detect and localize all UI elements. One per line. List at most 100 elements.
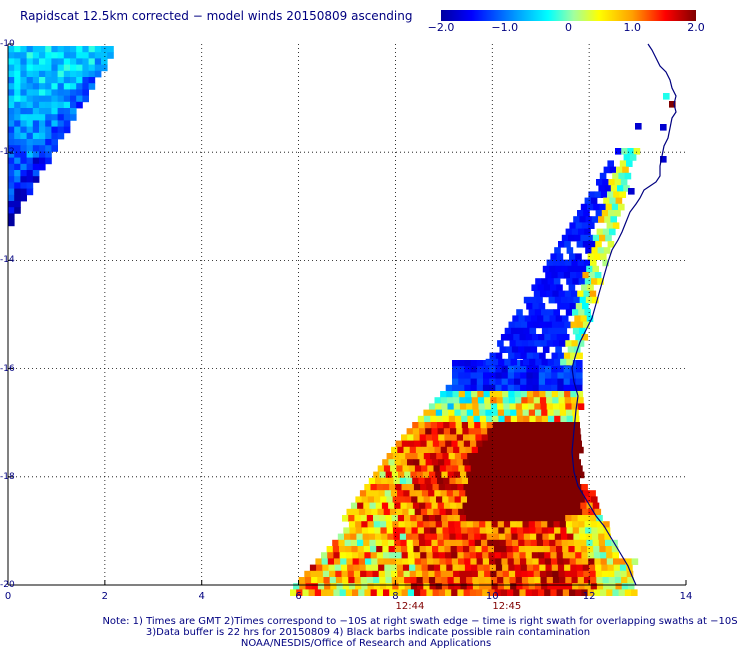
wind-cell <box>525 546 532 553</box>
wind-cell <box>76 58 83 65</box>
wind-cell <box>574 546 582 553</box>
wind-cell <box>472 521 480 528</box>
wind-cell <box>26 163 34 171</box>
wind-cell <box>363 546 371 553</box>
wind-cell <box>348 521 356 528</box>
wind-cell <box>457 552 464 559</box>
wind-cell <box>550 284 557 291</box>
wind-cell <box>440 391 447 398</box>
wind-cell <box>430 477 438 485</box>
wind-cell <box>563 384 571 392</box>
wind-cell <box>512 434 520 441</box>
wind-cell <box>495 384 502 392</box>
wind-cell <box>357 502 364 510</box>
wind-cell <box>541 583 548 590</box>
wind-cell <box>557 272 565 279</box>
wind-cell <box>424 533 432 541</box>
wind-cell <box>501 508 509 516</box>
wind-cell <box>383 558 391 565</box>
wind-cell <box>545 465 552 472</box>
wind-cell <box>542 265 550 273</box>
wind-cell <box>551 352 559 360</box>
wind-cell <box>366 490 373 497</box>
wind-cell <box>39 151 46 158</box>
wind-cell <box>8 64 15 72</box>
wind-cell <box>70 52 77 59</box>
wind-cell <box>8 58 15 65</box>
wind-cell <box>76 70 83 78</box>
wind-cell <box>518 502 525 510</box>
wind-cell <box>580 546 588 553</box>
wind-cell <box>463 440 471 448</box>
wind-cell <box>39 139 46 146</box>
wind-cell <box>563 440 570 448</box>
wind-cell <box>469 546 476 553</box>
wind-cell <box>592 265 599 273</box>
wind-cell <box>614 179 622 186</box>
wind-cell <box>368 477 376 485</box>
wind-cell <box>458 508 465 516</box>
wind-cell <box>574 428 581 435</box>
wind-cell <box>538 589 545 596</box>
wind-cell <box>436 415 443 423</box>
wind-cell <box>545 272 552 279</box>
wind-cell <box>521 340 529 347</box>
wind-cell <box>606 589 613 596</box>
wind-cell <box>515 515 523 522</box>
wind-cell <box>568 484 576 491</box>
wind-cell <box>408 508 416 516</box>
wind-cell <box>39 101 46 109</box>
wind-cell <box>574 502 581 510</box>
wind-cell <box>547 309 554 316</box>
wind-cell <box>564 564 571 572</box>
wind-cell <box>420 558 428 565</box>
wind-cell <box>515 446 522 454</box>
wind-cell <box>8 145 15 152</box>
wind-cell <box>578 309 585 316</box>
wind-cell <box>449 477 456 485</box>
wind-cell <box>629 154 637 161</box>
wind-cell <box>541 309 548 316</box>
wind-cell <box>541 521 548 528</box>
wind-cell <box>478 577 486 584</box>
wind-cell <box>405 453 412 460</box>
wind-cell <box>576 352 583 360</box>
wind-cell <box>607 564 615 572</box>
wind-cell <box>476 558 484 565</box>
wind-cell <box>445 384 453 392</box>
wind-cell <box>398 521 406 528</box>
wind-cell <box>510 409 517 417</box>
wind-cell <box>26 151 34 158</box>
wind-cell <box>404 471 411 479</box>
wind-cell <box>609 197 616 205</box>
wind-cell <box>399 527 406 534</box>
wind-cell <box>566 415 574 423</box>
wind-cell <box>511 422 518 429</box>
wind-cell <box>437 533 444 541</box>
wind-cell <box>433 465 441 472</box>
wind-cell <box>404 577 411 584</box>
wind-cell <box>556 552 564 559</box>
wind-cell <box>583 210 590 217</box>
wind-cell <box>26 182 34 189</box>
wind-cell <box>575 303 583 310</box>
wind-cell <box>554 327 561 335</box>
wind-cell <box>612 222 620 229</box>
wind-cell <box>388 539 395 547</box>
wind-cell <box>610 216 617 223</box>
wind-cell <box>20 132 27 140</box>
wind-cell <box>70 70 77 78</box>
wind-cell <box>443 428 451 435</box>
wind-cell <box>396 465 403 472</box>
wind-cell <box>495 508 502 516</box>
wind-cell <box>32 114 40 121</box>
wind-cell <box>559 577 566 584</box>
wind-cell <box>8 139 15 146</box>
wind-cell <box>438 552 446 559</box>
wind-cell <box>577 577 585 584</box>
wind-cell <box>343 527 350 534</box>
wind-cell <box>456 502 463 510</box>
wind-cell <box>82 58 89 65</box>
wind-cell <box>514 378 521 386</box>
wind-cell <box>532 303 539 310</box>
